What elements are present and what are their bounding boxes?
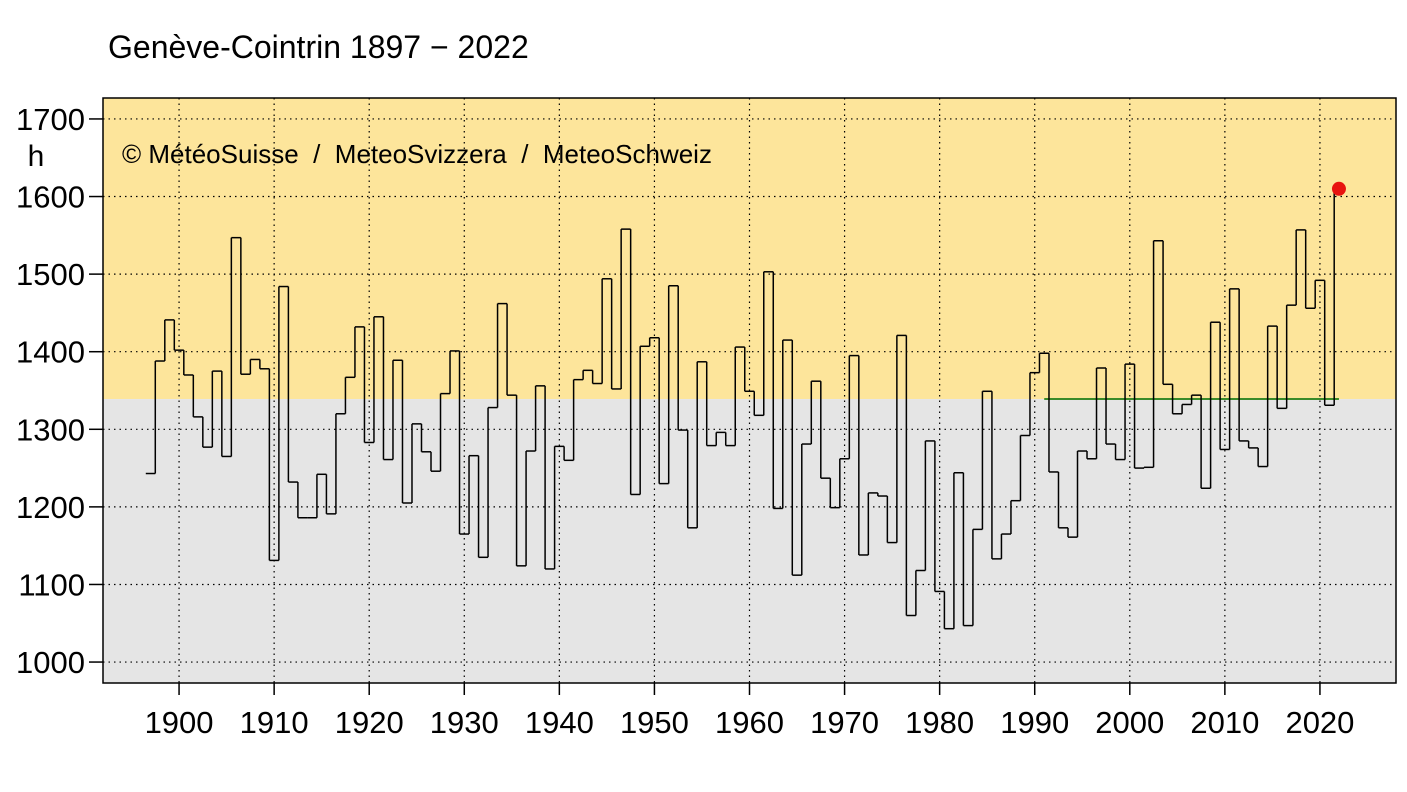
y-tick-label: 1000 <box>16 645 85 680</box>
copyright: © MétéoSuisse / MeteoSvizzera / MeteoSch… <box>122 139 712 169</box>
y-unit: h <box>28 140 45 173</box>
y-tick-label: 1500 <box>16 257 85 292</box>
x-tick-label: 2000 <box>1095 705 1164 740</box>
x-tick-label: 1900 <box>145 705 214 740</box>
y-tick-label: 1700 <box>16 102 85 137</box>
plot-frame <box>102 97 1397 684</box>
y-tick-label: 1300 <box>16 412 85 447</box>
y-tick-label: 1100 <box>18 567 85 602</box>
x-tick-label: 1960 <box>715 705 784 740</box>
x-tick-label: 1980 <box>905 705 974 740</box>
latest-point <box>1331 181 1346 196</box>
x-tick-label: 1990 <box>1000 705 1069 740</box>
y-tick-label: 1600 <box>16 180 85 215</box>
y-tick-label: 1200 <box>16 490 85 525</box>
x-tick-label: 2020 <box>1285 705 1354 740</box>
x-tick-label: 1970 <box>810 705 879 740</box>
chart-title: Genève-Cointrin 1897 − 2022 <box>108 29 529 65</box>
x-tick-label: 1940 <box>525 705 594 740</box>
x-tick-label: 1910 <box>240 705 309 740</box>
below-normal-area <box>103 399 1396 683</box>
x-tick-label: 1950 <box>620 705 689 740</box>
y-tick-label: 1400 <box>16 335 85 370</box>
x-tick-label: 1930 <box>430 705 499 740</box>
x-tick-label: 2010 <box>1190 705 1259 740</box>
x-tick-label: 1920 <box>335 705 404 740</box>
